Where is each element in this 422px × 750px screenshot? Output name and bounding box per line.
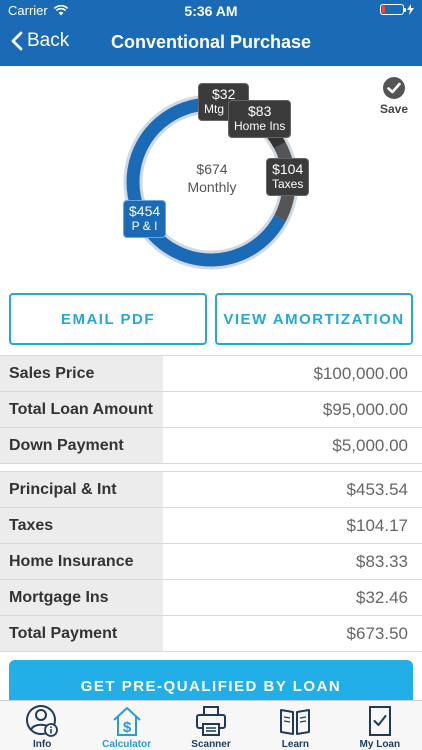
status-time: 5:36 AM [184, 3, 238, 19]
tab-learn-label: Learn [281, 739, 310, 750]
person-info-icon [26, 705, 59, 737]
page-title: Conventional Purchase [110, 32, 312, 52]
tab-my-loan-label: My Loan [359, 739, 401, 750]
status-left: Carrier [8, 3, 68, 18]
chevron-left-icon [11, 31, 23, 51]
tab-bar: Info $ Calculator Scanner [0, 700, 422, 750]
row-label: Principal & Int [0, 472, 163, 507]
document-check-icon [368, 706, 391, 736]
tab-scanner[interactable]: Scanner [169, 701, 253, 750]
tip-p-and-i: $454 P & I [123, 200, 167, 238]
tab-calculator-label: Calculator [102, 739, 152, 750]
status-right [380, 4, 414, 15]
center-label: Monthly [187, 179, 237, 195]
row-label: Home Insurance [0, 544, 163, 579]
row-label: Sales Price [0, 356, 163, 391]
svg-text:$: $ [122, 719, 131, 736]
tip-taxes-value: $104 [272, 161, 304, 177]
table-row: Sales Price $100,000.00 [0, 356, 422, 392]
row-value: $83.33 [163, 544, 422, 579]
back-label: Back [27, 30, 70, 51]
tip-home-ins-label: Home Ins [234, 119, 286, 133]
email-pdf-button[interactable]: EMAIL PDF [9, 293, 207, 345]
wifi-icon [53, 5, 68, 16]
row-label: Mortgage Ins [0, 580, 163, 615]
check-circle-icon [382, 77, 405, 99]
back-button[interactable]: Back [10, 30, 69, 52]
tip-home-ins-value: $83 [248, 103, 272, 119]
header: Carrier 5:36 AM Back Conventional Purcha… [0, 0, 422, 66]
loan-table: Sales Price $100,000.00 Total Loan Amoun… [0, 355, 422, 464]
status-bar: Carrier 5:36 AM [0, 0, 422, 22]
table-row: Total Loan Amount $95,000.00 [0, 392, 422, 428]
charging-bolt-icon [407, 4, 414, 15]
chart-center: $674 Monthly [166, 160, 258, 196]
row-label: Taxes [0, 508, 163, 543]
table-row: Taxes $104.17 [0, 508, 422, 544]
tip-p-and-i-label: P & I [131, 219, 158, 233]
row-value: $95,000.00 [163, 392, 422, 427]
tip-taxes-label: Taxes [272, 177, 304, 191]
table-row: Home Insurance $83.33 [0, 544, 422, 580]
center-value: $674 [196, 161, 228, 177]
table-row: Principal & Int $453.54 [0, 472, 422, 508]
tab-scanner-label: Scanner [191, 739, 231, 750]
house-dollar-icon: $ [112, 707, 141, 736]
row-label: Down Payment [0, 428, 163, 463]
carrier-label: Carrier [8, 3, 48, 18]
save-button[interactable]: Save [380, 76, 408, 116]
table-row: Down Payment $5,000.00 [0, 428, 422, 464]
payment-table: Principal & Int $453.54 Taxes $104.17 Ho… [0, 471, 422, 652]
tip-mtg-ins-value: $32 [212, 86, 236, 102]
tip-home-ins: $83 Home Ins [228, 100, 292, 138]
row-label: Total Loan Amount [0, 392, 163, 427]
tab-my-loan[interactable]: My Loan [338, 701, 422, 750]
battery-icon [380, 4, 406, 15]
view-amortization-button[interactable]: VIEW AMORTIZATION [215, 293, 413, 345]
row-value: $104.17 [163, 508, 422, 543]
row-value: $673.50 [163, 616, 422, 651]
table-row: Total Payment $673.50 [0, 616, 422, 652]
printer-icon [196, 706, 227, 736]
table-row: Mortgage Ins $32.46 [0, 580, 422, 616]
book-icon [280, 709, 311, 735]
row-value: $453.54 [163, 472, 422, 507]
row-label: Total Payment [0, 616, 163, 651]
tab-info[interactable]: Info [0, 701, 84, 750]
row-value: $5,000.00 [163, 428, 422, 463]
tip-taxes: $104 Taxes [266, 158, 310, 196]
tab-info-label: Info [33, 739, 52, 750]
tab-calculator[interactable]: $ Calculator [84, 701, 168, 750]
row-value: $100,000.00 [163, 356, 422, 391]
tab-learn[interactable]: Learn [253, 701, 337, 750]
save-label: Save [379, 102, 408, 116]
chart-area: $674 Monthly $32 Mtg Ins $83 Home Ins $1… [0, 66, 422, 286]
row-value: $32.46 [163, 580, 422, 615]
tip-p-and-i-value: $454 [129, 203, 161, 219]
action-buttons: EMAIL PDF VIEW AMORTIZATION [9, 293, 413, 345]
